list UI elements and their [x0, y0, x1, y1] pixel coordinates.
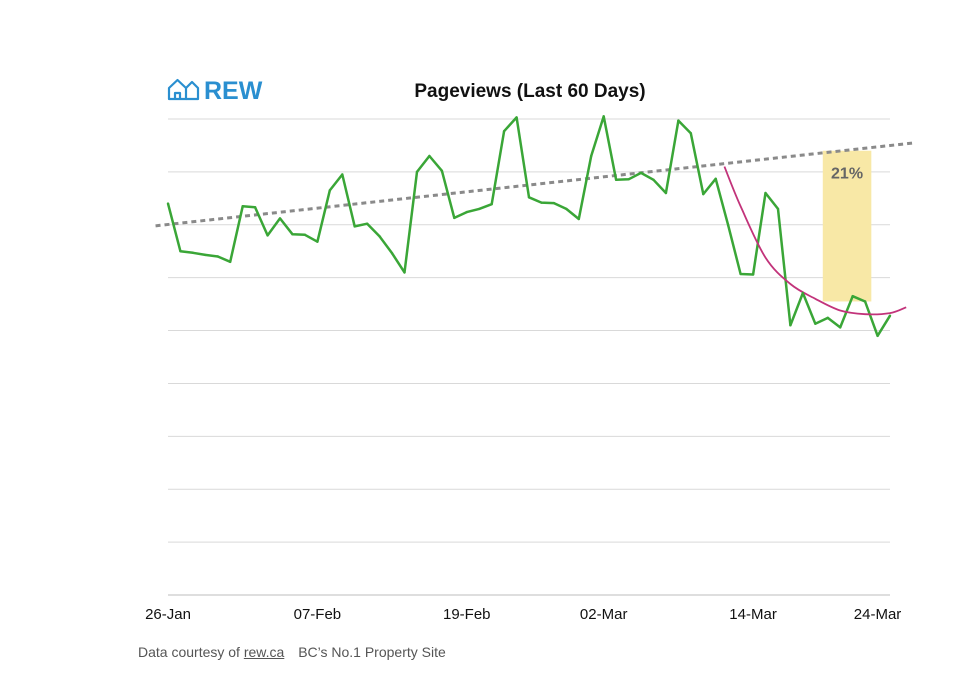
data-point — [565, 207, 568, 211]
data-point — [839, 326, 842, 329]
data-point — [179, 250, 182, 253]
data-point — [353, 225, 356, 228]
data-point — [415, 170, 419, 174]
data-point — [490, 202, 493, 206]
footer-tagline: BC’s No.1 Property Site — [298, 644, 446, 660]
linear-trend-line — [155, 141, 916, 228]
data-point — [726, 224, 730, 227]
x-tick-label: 14-Mar — [729, 606, 777, 623]
data-point — [826, 316, 829, 320]
data-point — [204, 253, 207, 257]
data-point — [677, 119, 680, 122]
footer: Data courtesy of rew.ca BC’s No.1 Proper… — [138, 644, 446, 660]
data-point — [602, 115, 605, 118]
data-point — [166, 202, 170, 205]
x-axis-ticks: 26-Jan 07-Feb 19-Feb 02-Mar 14-Mar 24-Mar — [145, 606, 901, 623]
data-point — [577, 217, 580, 221]
x-tick-label: 07-Feb — [294, 606, 342, 623]
gridlines — [168, 118, 890, 596]
data-point — [316, 240, 319, 243]
data-point — [453, 216, 456, 220]
data-point — [764, 191, 767, 195]
x-tick-label: 19-Feb — [443, 606, 491, 623]
data-point — [266, 234, 269, 237]
rew-logo: REW — [167, 77, 263, 105]
rew-link[interactable]: rew.ca — [243, 644, 285, 660]
data-point — [714, 177, 717, 180]
data-point — [540, 201, 543, 204]
data-point — [378, 235, 381, 238]
data-point — [652, 178, 655, 182]
data-point — [440, 169, 444, 173]
data-point — [191, 251, 195, 255]
data-point — [365, 222, 369, 225]
data-point — [502, 129, 506, 133]
pageviews-points — [166, 115, 892, 338]
data-point — [552, 201, 556, 205]
data-point — [888, 314, 892, 317]
data-point — [627, 178, 630, 181]
data-point — [428, 154, 431, 158]
data-point — [801, 291, 805, 295]
house-icon — [167, 78, 200, 101]
data-point — [515, 116, 518, 119]
data-point — [341, 173, 344, 176]
data-point — [639, 171, 643, 175]
chart-title: Pageviews (Last 60 Days) — [414, 81, 645, 102]
data-point — [664, 191, 668, 195]
data-point — [876, 334, 879, 338]
x-tick-label: 02-Mar — [580, 606, 628, 623]
footer-prefix: Data courtesy of — [138, 644, 240, 660]
annotation-highlight — [822, 150, 872, 302]
data-point — [241, 205, 244, 208]
data-point — [303, 233, 307, 237]
data-point — [789, 324, 792, 327]
data-point — [590, 154, 593, 158]
x-tick-label: 24-Mar — [854, 606, 902, 623]
data-point — [465, 210, 468, 214]
pageviews-line — [166, 115, 892, 338]
data-point — [216, 255, 219, 258]
data-point — [851, 294, 854, 298]
data-point — [278, 217, 282, 220]
recent-trend-curve — [723, 166, 907, 316]
data-point — [403, 271, 406, 274]
data-point — [814, 322, 817, 325]
data-point — [478, 207, 481, 211]
annotation-label: 21% — [831, 166, 863, 183]
data-point — [390, 252, 394, 255]
data-point — [702, 192, 705, 196]
data-point — [776, 207, 780, 211]
data-point — [229, 260, 232, 263]
data-point — [739, 272, 742, 276]
data-point — [328, 189, 332, 192]
data-point — [527, 196, 531, 199]
data-point — [253, 206, 257, 209]
x-tick-label: 26-Jan — [145, 606, 191, 623]
data-point — [291, 233, 294, 236]
data-point — [863, 300, 867, 303]
data-point — [689, 132, 693, 135]
data-point — [751, 273, 755, 276]
data-point — [614, 178, 618, 182]
logo-text: REW — [204, 77, 263, 105]
